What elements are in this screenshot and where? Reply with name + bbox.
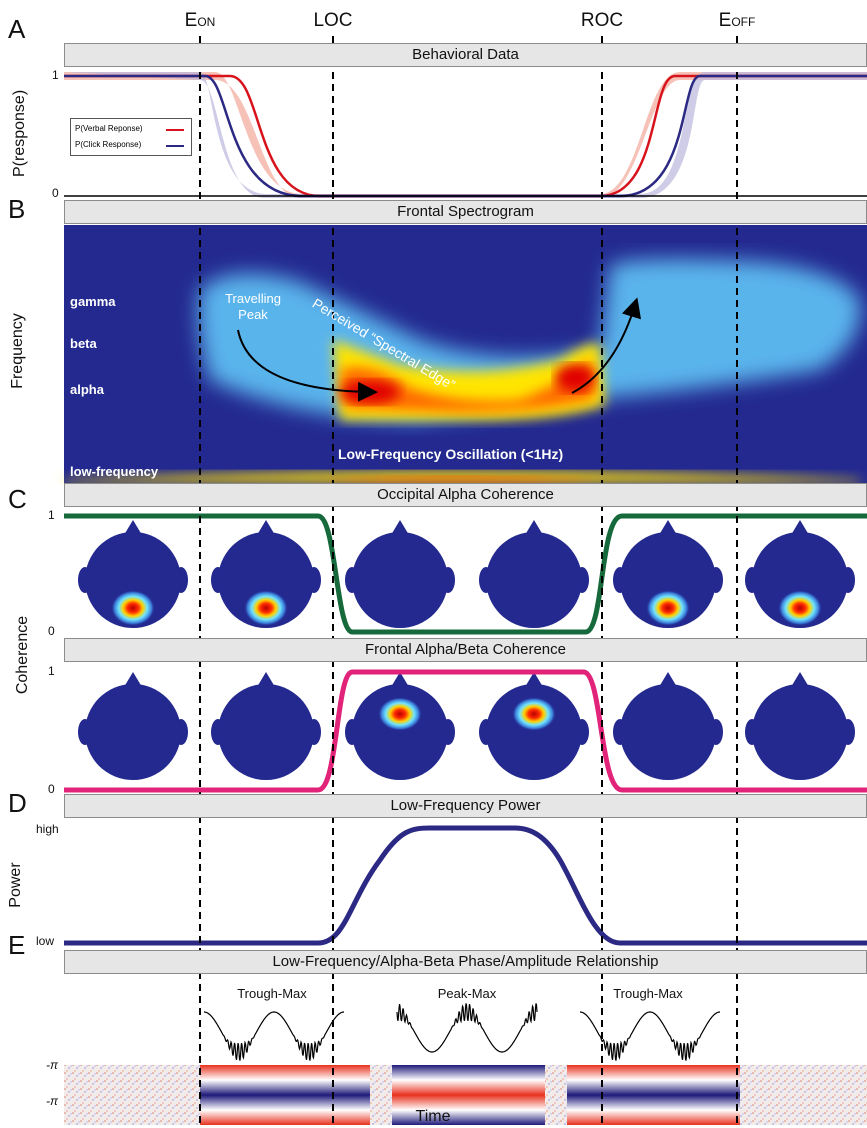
ytick-c2-top: 1 [48, 664, 55, 678]
ytick-a-top: 1 [52, 68, 59, 82]
panel-letter-c: C [8, 484, 27, 514]
waveform-sketch [204, 1011, 344, 1061]
occipital-coherence-line [64, 513, 867, 635]
band-low-frequency: low-frequency [70, 464, 159, 479]
verbal-band [64, 72, 867, 198]
xlabel-e: Time [415, 1108, 451, 1125]
title-power: Low-Frequency Power [64, 794, 867, 818]
waveform-label-2: Peak-Max [437, 986, 497, 1001]
scalp-map [78, 672, 188, 780]
loc-main: LOC [313, 10, 353, 31]
title-behavioral: Behavioral Data [64, 43, 867, 67]
frontal-coherence-line [64, 669, 867, 793]
legend-verbal-label: P(Verbal Reponse) [75, 124, 143, 133]
scalp-map [211, 672, 321, 780]
event-label-eoff: EOFF [719, 10, 756, 32]
phase-amplitude-map [64, 1065, 867, 1125]
scalp-map [745, 520, 855, 628]
eon-sub: ON [197, 15, 216, 29]
behavioral-traces [64, 72, 867, 198]
ylabel-d: Power [7, 862, 24, 908]
ylabel-a: P(response) [11, 89, 28, 177]
ytick-a-bottom: 0 [52, 186, 59, 200]
band-alpha: alpha [70, 382, 104, 397]
scalp-map [613, 672, 723, 780]
band-beta: beta [70, 336, 97, 351]
panel-letter-a: A [8, 14, 26, 44]
waveform-label-1: Trough-Max [237, 986, 307, 1001]
title-phase-amplitude: Low-Frequency/Alpha-Beta Phase/Amplitude… [64, 950, 867, 974]
annotation-low-frequency-oscillation: Low-Frequency Oscillation (<1Hz) [338, 446, 564, 462]
ylabel-b: Frequency [9, 313, 26, 389]
eoff-sub: OFF [731, 15, 756, 29]
scalp-map [479, 672, 589, 780]
title-occipital: Occipital Alpha Coherence [64, 483, 867, 507]
ytick-c1-bottom: 0 [48, 624, 55, 638]
ytick-e-bottom: -π [46, 1094, 59, 1108]
scalp-map [211, 520, 321, 628]
scalp-map [613, 520, 723, 628]
ytick-d-top: high [36, 822, 59, 836]
waveform-sketch [580, 1011, 720, 1061]
annotation-travelling-peak: Travelling Peak [218, 291, 288, 323]
scalp-map [745, 672, 855, 780]
title-spectrogram: Frontal Spectrogram [64, 200, 867, 224]
ytick-c1-top: 1 [48, 508, 55, 522]
ytick-e-top: -π [46, 1058, 59, 1072]
waveform-sketches [204, 1003, 720, 1061]
annotation-travelling-peak-line1: Travelling [225, 291, 281, 306]
title-frontal: Frontal Alpha/Beta Coherence [64, 638, 867, 662]
scalp-map [345, 520, 455, 628]
panel-letter-e: E [8, 930, 26, 960]
return-arrow [571, 297, 642, 394]
roc-main: ROC [580, 10, 624, 31]
scalp-map [345, 672, 455, 780]
eon-main: E [184, 10, 198, 31]
eoff-main: E [718, 10, 732, 31]
band-gamma: gamma [70, 294, 116, 309]
ytick-d-bottom: low [36, 934, 55, 948]
low-frequency-power-line [64, 825, 867, 946]
event-label-roc: ROC [581, 10, 623, 32]
event-label-eon: EON [185, 10, 216, 32]
legend-click-label: P(Click Response) [75, 140, 142, 149]
ytick-c2-bottom: 0 [48, 782, 55, 796]
panel-letter-b: B [8, 194, 26, 224]
waveform-sketch [396, 1003, 538, 1053]
legend-verbal-swatch [166, 129, 184, 131]
legend: P(Verbal Reponse) P(Click Response) [70, 118, 192, 156]
spectrogram [64, 225, 867, 483]
waveform-label-3: Trough-Max [613, 986, 683, 1001]
scalp-map [78, 520, 188, 628]
annotation-travelling-peak-line2: Peak [238, 307, 268, 322]
legend-click-swatch [166, 145, 184, 147]
scalp-map [479, 520, 589, 628]
travelling-peak-arrow [237, 329, 378, 402]
event-label-loc: LOC [313, 10, 352, 32]
scalp-maps [78, 520, 855, 780]
ylabel-c: Coherence [14, 615, 31, 695]
panel-letter-d: D [8, 788, 27, 818]
